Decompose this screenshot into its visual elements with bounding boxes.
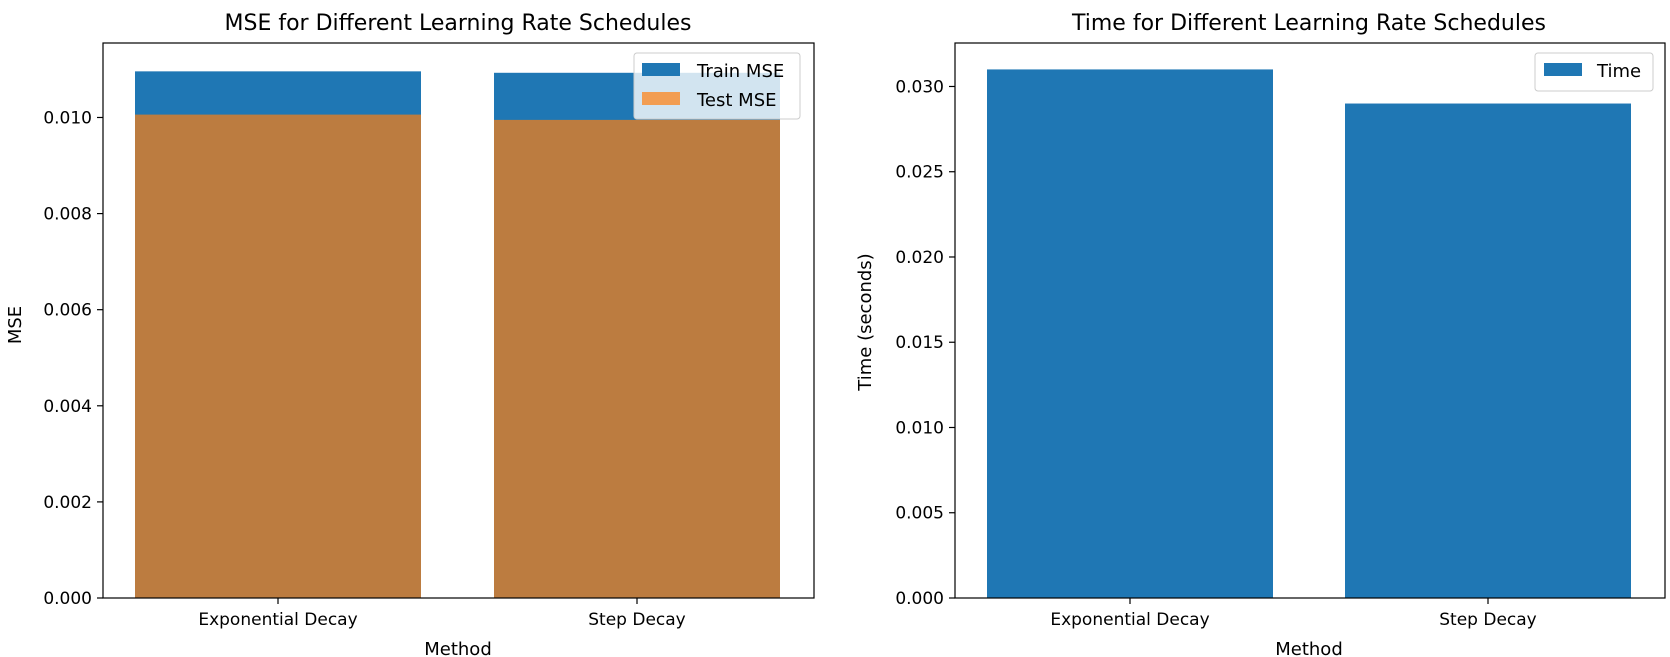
y-tick-label: 0.002	[43, 493, 92, 513]
legend-label-time: Time	[1596, 61, 1641, 82]
plot-frame	[954, 42, 1666, 599]
chart-time: Time for Different Learning Rate Schedul…	[855, 11, 1666, 657]
y-tick-label: 0.010	[895, 418, 944, 438]
chart-title: MSE for Different Learning Rate Schedule…	[225, 11, 692, 36]
y-ticks: 0.000 0.002 0.004 0.006 0.008 0.010	[43, 108, 103, 609]
x-tick-label: Exponential Decay	[1050, 610, 1209, 630]
legend-label-test-mse: Test MSE	[696, 90, 777, 111]
legend-label-train-mse: Train MSE	[696, 61, 784, 82]
plot-frame	[102, 42, 815, 599]
y-axis-label: Time (seconds)	[855, 253, 876, 391]
y-tick-label: 0.006	[43, 301, 92, 321]
chart-title: Time for Different Learning Rate Schedul…	[1071, 11, 1546, 36]
x-tick-label: Step Decay	[588, 610, 685, 630]
x-tick-label: Step Decay	[1439, 610, 1536, 630]
legend-swatch-train-mse	[642, 63, 680, 76]
bar-test-mse-exponential-decay	[135, 114, 421, 598]
y-tick-label: 0.015	[895, 333, 944, 353]
y-tick-label: 0.010	[43, 108, 92, 128]
legend: Train MSE Test MSE	[633, 52, 801, 120]
legend-box	[1534, 52, 1654, 92]
x-ticks: Exponential Decay Step Decay	[1050, 598, 1537, 630]
y-tick-label: 0.008	[43, 205, 92, 225]
y-tick-label: 0.025	[895, 163, 944, 183]
chart-mse: MSE for Different Learning Rate Schedule…	[5, 11, 815, 657]
y-tick-label: 0.004	[43, 397, 92, 417]
bars	[135, 71, 780, 598]
x-tick-label: Exponential Decay	[198, 610, 357, 630]
y-axis-label: MSE	[5, 306, 26, 344]
y-tick-label: 0.000	[43, 589, 92, 609]
y-tick-label: 0.030	[895, 77, 944, 97]
y-tick-label: 0.005	[895, 504, 944, 524]
legend: Time	[1534, 52, 1654, 92]
legend-swatch-time	[1544, 63, 1582, 76]
y-tick-label: 0.020	[895, 248, 944, 268]
legend-swatch-test-mse	[642, 92, 680, 105]
x-axis-label: Method	[424, 639, 492, 657]
x-ticks: Exponential Decay Step Decay	[198, 598, 686, 630]
bar-time-exponential-decay	[987, 69, 1273, 598]
y-ticks: 0.000 0.005 0.010 0.015 0.020 0.025 0.030	[895, 77, 955, 609]
bar-time-step-decay	[1345, 103, 1631, 598]
x-axis-label: Method	[1275, 639, 1343, 657]
bars	[987, 69, 1631, 598]
y-tick-label: 0.000	[895, 589, 944, 609]
bar-test-mse-step-decay	[494, 119, 780, 598]
